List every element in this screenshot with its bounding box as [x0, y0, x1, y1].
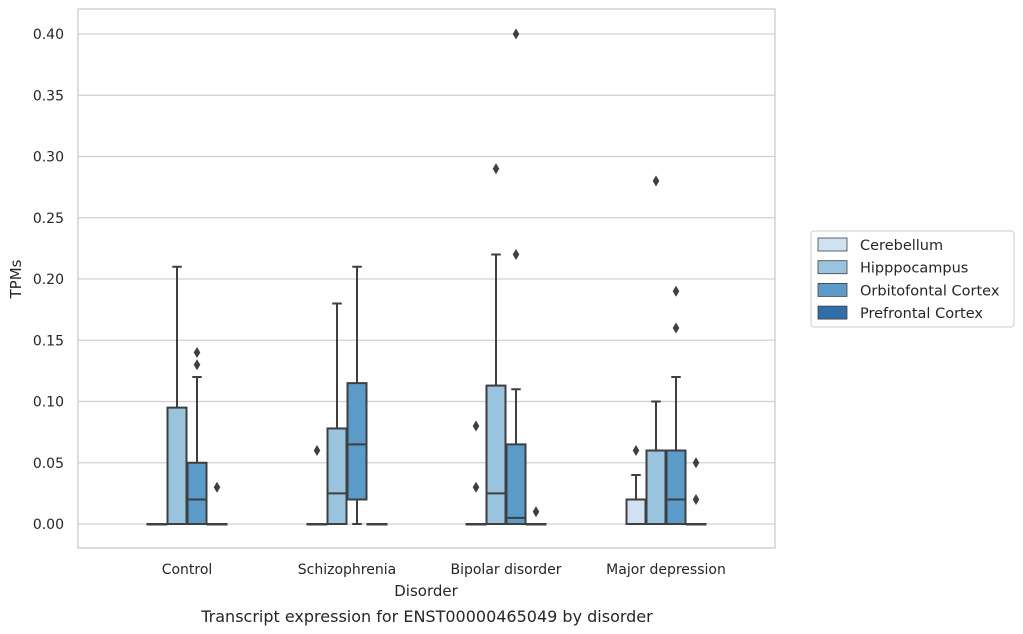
box-body: [625, 498, 647, 525]
outlier-point: [213, 481, 221, 493]
legend-swatch: [817, 237, 848, 252]
box-0-1: [306, 445, 328, 526]
box-1-1: [326, 302, 348, 526]
outlier-point: [632, 445, 640, 456]
y-tick-label: 0.15: [33, 333, 64, 349]
plot-frame: [77, 8, 776, 549]
box-0-0: [146, 523, 168, 526]
outlier-point: [193, 347, 201, 358]
box-0-2: [465, 420, 487, 526]
x-tick-label: Schizophrenia: [298, 562, 396, 578]
legend-swatch: [817, 260, 848, 275]
outlier-point: [512, 28, 520, 40]
box-body: [166, 406, 188, 525]
y-tick-label: 0.35: [33, 88, 64, 104]
outlier-point: [652, 175, 660, 187]
box-2-0: [186, 347, 208, 525]
box-body: [485, 384, 507, 526]
x-tick-label: Major depression: [606, 562, 726, 578]
box-1-3: [645, 175, 667, 525]
x-tick-label: Bipolar disorder: [450, 562, 561, 578]
outlier-point: [313, 445, 321, 456]
box-1-0: [166, 265, 188, 525]
y-tick-label: 0.00: [33, 517, 64, 533]
outlier-point: [472, 481, 480, 493]
x-axis-label: Disorder: [394, 582, 458, 600]
y-tick-label: 0.10: [33, 395, 64, 411]
box-body: [645, 449, 667, 525]
outlier-point: [692, 494, 700, 505]
box-2-1: [346, 265, 368, 525]
y-axis-label: TPMs: [7, 259, 25, 299]
legend-label: Hipppocampus: [860, 261, 968, 277]
box-3-2: [525, 506, 547, 526]
outlier-point: [532, 506, 540, 518]
outlier-point: [672, 285, 680, 297]
outlier-point: [672, 322, 680, 334]
box-2-2: [505, 28, 527, 525]
legend-label: Prefrontal Cortex: [860, 306, 983, 322]
legend-swatch: [817, 282, 848, 297]
y-tick-label: 0.30: [33, 150, 64, 166]
x-tick-label: Control: [162, 562, 213, 578]
y-tick-label: 0.40: [33, 27, 64, 43]
boxes: [146, 28, 707, 526]
y-axis-ticks: 0.00 0.05 0.10 0.15 0.20 0.25 0.30 0.35 0.40: [33, 27, 64, 533]
outlier-point: [193, 359, 201, 371]
chart-caption: Transcript expression for ENST0000046504…: [200, 607, 653, 626]
outlier-point: [472, 420, 480, 432]
legend-frame: [810, 230, 1015, 328]
box-body: [505, 443, 527, 525]
box-3-1: [366, 523, 388, 526]
legend: Cerebellum Hipppocampus Orbitofontal Corte…: [810, 230, 1015, 328]
legend-label: Orbitofontal Cortex: [860, 283, 1000, 299]
y-tick-label: 0.20: [33, 272, 64, 288]
legend-swatch: [817, 305, 848, 320]
box-body: [326, 427, 348, 526]
y-tick-label: 0.05: [33, 456, 64, 472]
box-body: [186, 461, 208, 525]
box-3-0: [206, 481, 228, 526]
outlier-point: [512, 249, 520, 260]
box-body: [665, 449, 687, 525]
box-2-3: [665, 285, 687, 525]
box-body: [346, 382, 368, 501]
y-tick-label: 0.25: [33, 211, 64, 227]
box-0-3: [625, 445, 647, 525]
outlier-point: [692, 457, 700, 469]
legend-label: Cerebellum: [860, 238, 943, 254]
box-3-3: [685, 457, 707, 526]
x-axis-ticks: Control Schizophrenia Bipolar disorder Majo…: [162, 562, 726, 578]
outlier-point: [492, 163, 500, 175]
